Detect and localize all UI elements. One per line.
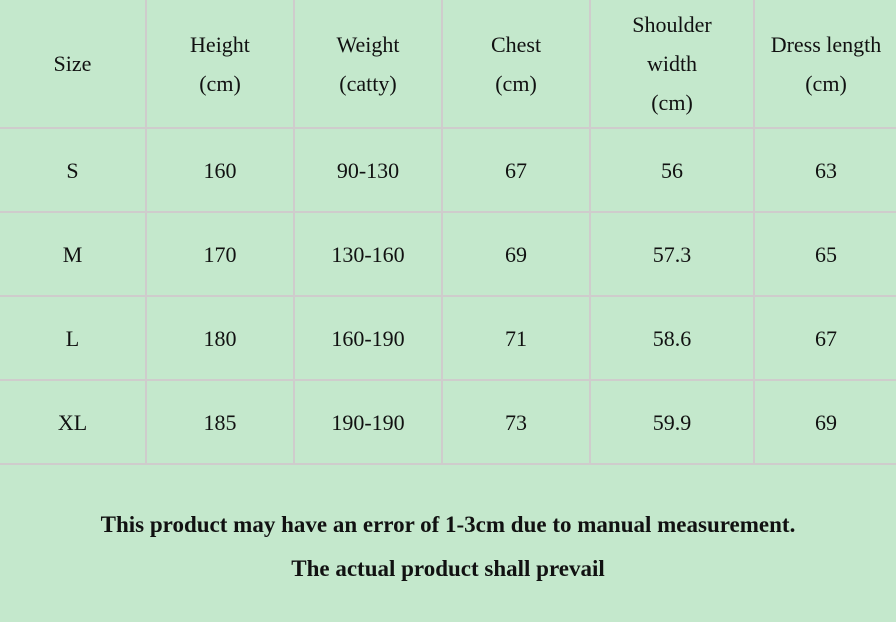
header-row: Size Height (cm) Weight (catty) Chest (c…	[0, 0, 896, 129]
header-size: Size	[0, 0, 147, 129]
header-weight: Weight (catty)	[293, 0, 443, 129]
cell: L	[0, 295, 147, 381]
cell: 63	[753, 127, 896, 213]
cell: 67	[753, 295, 896, 381]
cell: 180	[145, 295, 295, 381]
measurement-note: This product may have an error of 1-3cm …	[100, 512, 796, 537]
cell: 73	[441, 379, 591, 465]
cell: 71	[441, 295, 591, 381]
table-row: S 160 90-130 67 56 63	[0, 127, 896, 213]
table-row: XL 185 190-190 73 59.9 69	[0, 379, 896, 465]
cell: 160-190	[293, 295, 443, 381]
table-row: L 180 160-190 71 58.6 67	[0, 295, 896, 381]
size-chart-table: Size Height (cm) Weight (catty) Chest (c…	[0, 0, 896, 465]
cell: 58.6	[589, 295, 755, 381]
cell: 160	[145, 127, 295, 213]
cell: 57.3	[589, 211, 755, 297]
cell: S	[0, 127, 147, 213]
header-shoulder-width: Shoulder width (cm)	[589, 0, 755, 129]
cell: 56	[589, 127, 755, 213]
cell: 90-130	[293, 127, 443, 213]
table-row: M 170 130-160 69 57.3 65	[0, 211, 896, 297]
header-chest: Chest (cm)	[441, 0, 591, 129]
cell: 170	[145, 211, 295, 297]
cell: 69	[753, 379, 896, 465]
cell: M	[0, 211, 147, 297]
cell: 130-160	[293, 211, 443, 297]
prevail-note: The actual product shall prevail	[291, 556, 605, 581]
cell: 67	[441, 127, 591, 213]
cell: 185	[145, 379, 295, 465]
header-height: Height (cm)	[145, 0, 295, 129]
cell: 69	[441, 211, 591, 297]
header-dress-length: Dress length (cm)	[753, 0, 896, 129]
cell: 190-190	[293, 379, 443, 465]
cell: 59.9	[589, 379, 755, 465]
cell: XL	[0, 379, 147, 465]
cell: 65	[753, 211, 896, 297]
